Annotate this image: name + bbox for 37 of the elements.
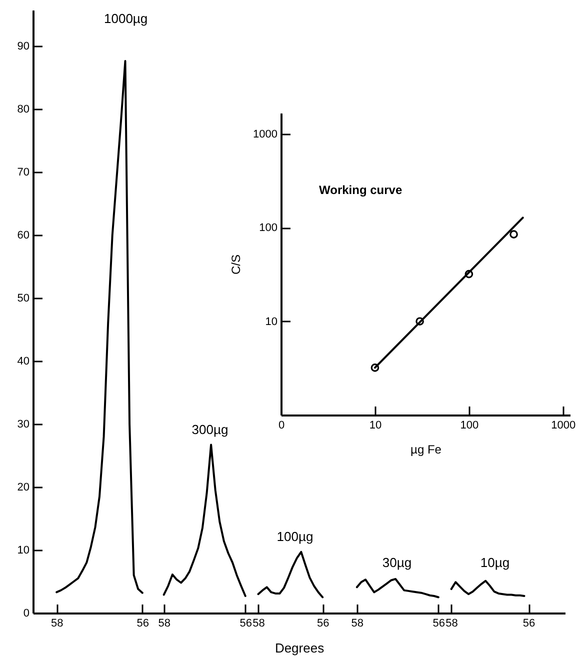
y-axis-title: C/S <box>229 254 244 275</box>
x-tick-label: 58 <box>446 618 458 630</box>
y-tick-label: 50 <box>17 292 30 304</box>
y-tick-label: 30 <box>17 418 30 430</box>
annotation: Working curve <box>319 183 402 197</box>
y-tick-label: 90 <box>17 40 30 52</box>
annotation: 1000µg <box>104 11 148 26</box>
x-tick-label: 58 <box>158 618 170 630</box>
x-tick-label: 56 <box>240 618 252 630</box>
annotation: 30µg <box>382 555 412 570</box>
y-tick-label: 10 <box>265 316 278 328</box>
x-axis-title: µg Fe <box>410 442 442 456</box>
x-tick-label: 56 <box>316 618 330 630</box>
x-tick-label: 58 <box>252 618 265 630</box>
x-tick-label: 56 <box>522 618 536 630</box>
x-tick-label: 58 <box>50 618 64 630</box>
y-tick-label: 40 <box>17 355 30 368</box>
x-tick-label: 10 <box>369 420 382 432</box>
point <box>510 230 518 238</box>
x-tick-label: 56 <box>136 618 150 630</box>
annotation: 10µg <box>480 555 510 570</box>
y-tick-label: 20 <box>17 481 30 494</box>
x-tick-label: 58 <box>351 618 364 630</box>
y-tick-label: 0 <box>23 608 30 620</box>
x-axis-title: Degrees <box>274 640 325 656</box>
y-tick-label: 60 <box>17 229 30 242</box>
x-tick-label: 0 <box>278 420 285 432</box>
y-tick-label: 10 <box>17 544 30 556</box>
y-tick-label: 1000 <box>253 128 278 141</box>
annotation: 300µg <box>192 422 228 437</box>
y-tick-label: 80 <box>17 103 30 116</box>
x-tick-label: 1000 <box>551 420 576 432</box>
x-tick-label: 56 <box>432 618 446 630</box>
y-tick-label: 100 <box>259 222 278 234</box>
annotation: 100µg <box>276 529 314 544</box>
y-tick-label: 70 <box>17 166 30 178</box>
x-tick-label: 100 <box>460 420 479 432</box>
